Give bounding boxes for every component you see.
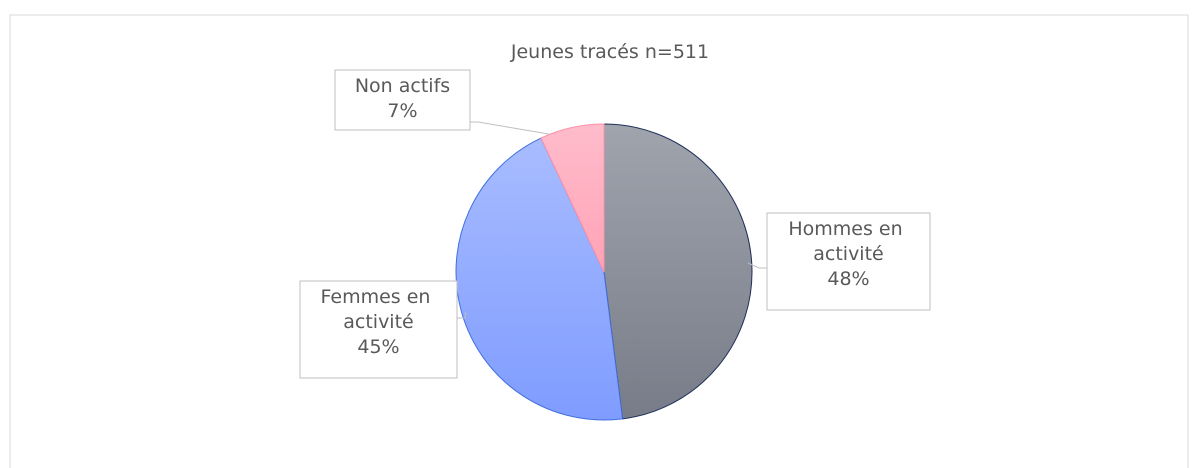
leader-line bbox=[747, 262, 767, 269]
category-label: Non actifs bbox=[355, 75, 450, 97]
value-label: 45% bbox=[357, 336, 399, 358]
pie-slice bbox=[455, 137, 624, 421]
pie-slice bbox=[540, 123, 605, 273]
pie-slice bbox=[603, 123, 753, 420]
leader-line bbox=[457, 312, 467, 319]
label-box bbox=[334, 69, 471, 131]
category-label: Hommes en activité bbox=[788, 218, 908, 265]
leader-line bbox=[470, 121, 551, 135]
label-box bbox=[299, 280, 458, 379]
label-box bbox=[766, 212, 931, 311]
value-label: 7% bbox=[387, 100, 417, 122]
category-label: Femmes en activité bbox=[321, 286, 437, 333]
value-label: 48% bbox=[827, 268, 869, 290]
chart-title: Jeunes tracés n=511 bbox=[510, 41, 709, 63]
